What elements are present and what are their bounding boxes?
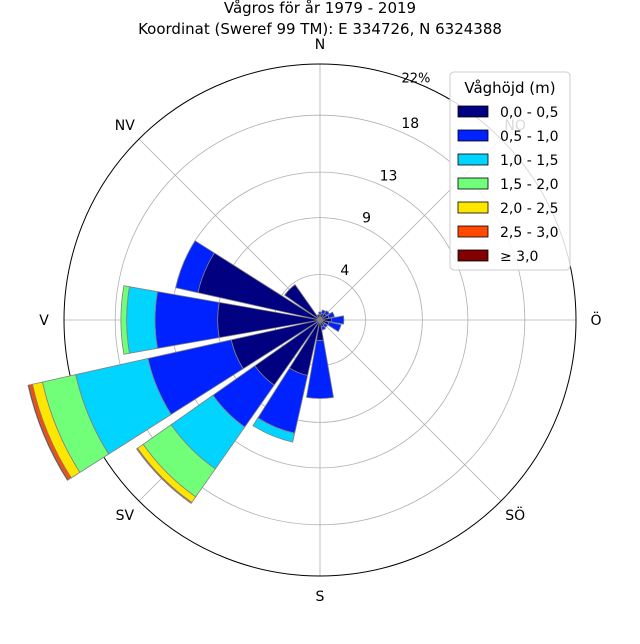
bar-segment [322, 322, 329, 329]
bar-segment [175, 240, 215, 294]
legend-box [449, 71, 571, 271]
bar-segment [154, 291, 220, 349]
direction-label: NV [115, 118, 135, 134]
direction-label: V [39, 313, 49, 329]
legend-label: ≥ 3,0 [500, 249, 538, 265]
legend-label: 2,0 - 2,5 [500, 201, 558, 217]
legend-label: 2,5 - 3,0 [500, 225, 558, 241]
legend-swatch [457, 201, 489, 214]
bar-segment [321, 309, 327, 315]
legend-label: 1,0 - 1,5 [500, 153, 558, 169]
bar-segment [330, 315, 345, 325]
radial-max-label: 22% [402, 71, 431, 86]
radial-tick-label: 4 [340, 263, 349, 279]
bar-segment [327, 311, 335, 319]
legend-label: 0,0 - 0,5 [500, 105, 558, 121]
legend-label: 0,5 - 1,0 [500, 129, 558, 145]
direction-label: S [316, 589, 325, 605]
radial-tick-label: 9 [362, 210, 371, 226]
chart-subtitle: Koordinat (Sweref 99 TM): E 334726, N 63… [138, 20, 502, 38]
legend-swatch [457, 153, 489, 166]
legend-swatch [457, 177, 489, 190]
bar-segment [324, 310, 330, 316]
bar-segment [284, 284, 321, 321]
bar-segment [327, 321, 342, 333]
bar-segment [136, 447, 193, 504]
chart-title: Vågros för år 1979 - 2019 [224, 0, 416, 17]
bar-segment [126, 286, 158, 354]
legend-swatch [457, 105, 489, 118]
bar-segment [306, 339, 334, 399]
bar-segment [321, 325, 327, 331]
radial-tick-label: 18 [401, 116, 419, 132]
direction-label: SÖ [505, 506, 525, 524]
legend-swatch [457, 129, 489, 142]
legend-label: 1,5 - 2,0 [500, 177, 558, 193]
grid-spoke [319, 319, 502, 502]
legend-title: Våghöjd (m) [464, 79, 555, 97]
bar-segment [252, 417, 296, 443]
legend-swatch [457, 249, 489, 262]
bar-segment [27, 384, 69, 481]
bar-segment [316, 313, 321, 321]
bars-group [27, 240, 345, 504]
bar-segment [120, 285, 130, 355]
legend-swatch [457, 225, 489, 238]
direction-label: Ö [590, 311, 601, 329]
legend: Våghöjd (m) 0,0 - 0,5 0,5 - 1,0 1,0 - 1,5 1,… [449, 71, 571, 271]
radial-tick-label: 13 [380, 168, 398, 184]
direction-label: SV [116, 508, 135, 524]
direction-label: N [315, 37, 325, 53]
outer-frame [63, 63, 577, 577]
